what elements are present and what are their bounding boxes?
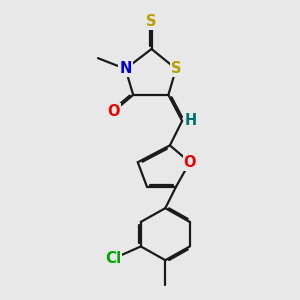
Text: Cl: Cl (105, 251, 122, 266)
Text: O: O (107, 104, 119, 119)
Text: H: H (184, 113, 197, 128)
Text: N: N (119, 61, 132, 76)
Text: S: S (171, 61, 181, 76)
Text: O: O (184, 155, 196, 170)
Text: S: S (146, 14, 157, 29)
